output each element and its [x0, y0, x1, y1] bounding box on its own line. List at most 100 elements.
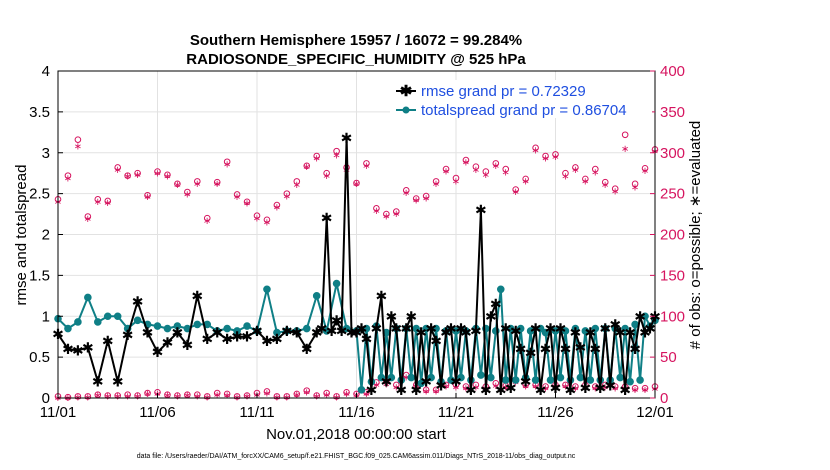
totalspread-point	[526, 327, 535, 335]
totalspread-point	[536, 324, 545, 333]
totalspread-point	[223, 324, 231, 333]
totalspread-point	[302, 324, 311, 333]
obs-possible-point	[542, 383, 549, 390]
rmse-point: ✱	[311, 326, 323, 342]
obs-possible-point	[293, 178, 301, 185]
rmse-point: ✱	[440, 326, 452, 342]
obs-possible-point	[482, 168, 490, 175]
obs-evaluated-point: ∗	[143, 192, 151, 203]
rmse-point: ✱	[535, 383, 547, 399]
y-right-tick-label: 150	[660, 267, 685, 284]
obs-evaluated-point: ∗	[263, 388, 271, 399]
rmse-point: ✱	[589, 342, 601, 358]
obs-evaluated-point: ∗	[432, 179, 440, 190]
obs-possible-point	[363, 160, 370, 167]
obs-possible-point	[114, 164, 121, 171]
obs-evaluated-point: ∗	[402, 188, 410, 199]
obs-evaluated-point: ∗	[213, 390, 221, 401]
obs-evaluated-point: ∗	[253, 213, 261, 224]
obs-evaluated-point: ∗	[104, 392, 112, 403]
obs-possible-point	[104, 197, 112, 205]
rmse-point: ✱	[336, 324, 348, 340]
obs-possible-point	[442, 381, 450, 389]
obs-evaluated-point: ∗	[472, 165, 480, 176]
rmse-point: ✱	[351, 326, 363, 342]
rmse-point: ✱	[570, 326, 582, 342]
totalspread-point	[362, 324, 371, 333]
obs-possible-point	[611, 185, 619, 193]
obs-possible-point	[512, 186, 520, 193]
totalspread-point	[417, 379, 425, 388]
rmse-point: ✱	[495, 383, 507, 399]
obs-evaluated-point: ∗	[243, 199, 251, 210]
obs-evaluated-point: ∗	[521, 382, 529, 393]
obs-possible-point	[203, 393, 211, 400]
rmse-point: ✱	[575, 340, 587, 356]
obs-evaluated-point: ∗	[283, 191, 291, 202]
obs-evaluated-point: ∗	[303, 387, 311, 398]
rmse-point: ✱	[251, 324, 263, 340]
obs-evaluated-point: ∗	[64, 393, 72, 404]
obs-evaluated-point: ∗	[601, 180, 609, 191]
rmse-point: ✱	[530, 322, 542, 338]
rmse-point: ✱	[450, 375, 462, 391]
rmse-point: ✱	[634, 309, 646, 325]
rmse-line	[57, 137, 656, 391]
obs-possible-point	[343, 388, 350, 396]
rmse-point: ✱	[326, 324, 338, 340]
obs-evaluated-point: ∗	[133, 392, 141, 403]
totalspread-point	[332, 279, 341, 288]
totalspread-point	[357, 386, 366, 394]
rmse-point: ✱	[181, 338, 193, 354]
rmse-point: ✱	[644, 322, 656, 338]
obs-evaluated-point: ∗	[143, 389, 151, 400]
obs-evaluated-point: ∗	[581, 177, 589, 188]
obs-possible-point	[462, 383, 470, 390]
obs-possible-point	[442, 165, 450, 173]
obs-evaluated-point: ∗	[571, 165, 579, 176]
obs-evaluated-point: ∗	[631, 182, 639, 193]
obs-possible-point	[213, 389, 221, 397]
obs-possible-point	[233, 393, 241, 400]
obs-evaluated-point: ∗	[601, 383, 609, 394]
totalspread-point	[477, 371, 485, 379]
rmse-point: ✱	[490, 297, 502, 313]
x-tick-label: 11/11	[239, 404, 274, 421]
obs-evaluated-point: ∗	[492, 381, 500, 392]
obs-possible-point	[223, 390, 231, 398]
rmse-point: ✱	[400, 322, 412, 338]
obs-possible-point	[641, 164, 649, 172]
obs-evaluated-point: ∗	[561, 172, 569, 183]
rmse-point: ✱	[560, 342, 572, 358]
obs-possible-point	[562, 381, 569, 389]
obs-evaluated-point: ∗	[611, 383, 619, 394]
obs-evaluated-point: ∗	[462, 158, 470, 169]
obs-possible-point	[422, 386, 430, 394]
rmse-point: ✱	[455, 322, 467, 338]
obs-evaluated-point: ∗	[362, 389, 370, 400]
obs-possible-point	[383, 210, 390, 218]
rmse-point: ✱	[201, 332, 213, 348]
obs-possible-point	[233, 191, 241, 198]
obs-possible-point	[631, 384, 639, 392]
totalspread-point	[273, 328, 281, 337]
obs-evaluated-point: ∗	[352, 179, 360, 190]
obs-evaluated-point: ∗	[133, 170, 141, 181]
rmse-point: ✱	[122, 328, 134, 344]
rmse-point: ✱	[366, 383, 378, 399]
obs-evaluated-point: ∗	[641, 166, 649, 177]
obs-possible-point	[144, 191, 151, 199]
obs-evaluated-point: ∗	[492, 161, 500, 172]
totalspread-point	[447, 376, 455, 384]
legend-spread-label: totalspread grand pr = 0.86704	[421, 102, 627, 119]
obs-possible-point	[203, 214, 211, 222]
y-tick-label: 0	[42, 390, 50, 407]
obs-possible-point	[223, 158, 231, 166]
obs-count-series: ∗∗∗∗∗ ∗∗∗ ∗∗∗ ∗∗∗∗∗∗∗∗∗∗ ∗∗∗∗∗∗∗∗∗∗∗∗∗ ∗∗∗ ∗∗∗…	[54, 131, 659, 404]
grid	[57, 70, 656, 399]
totalspread-point	[576, 373, 585, 382]
obs-possible-point	[373, 205, 380, 212]
rmse-point: ✱	[604, 379, 616, 395]
obs-evaluated-point: ∗	[303, 162, 311, 173]
obs-evaluated-point: ∗	[84, 214, 92, 225]
